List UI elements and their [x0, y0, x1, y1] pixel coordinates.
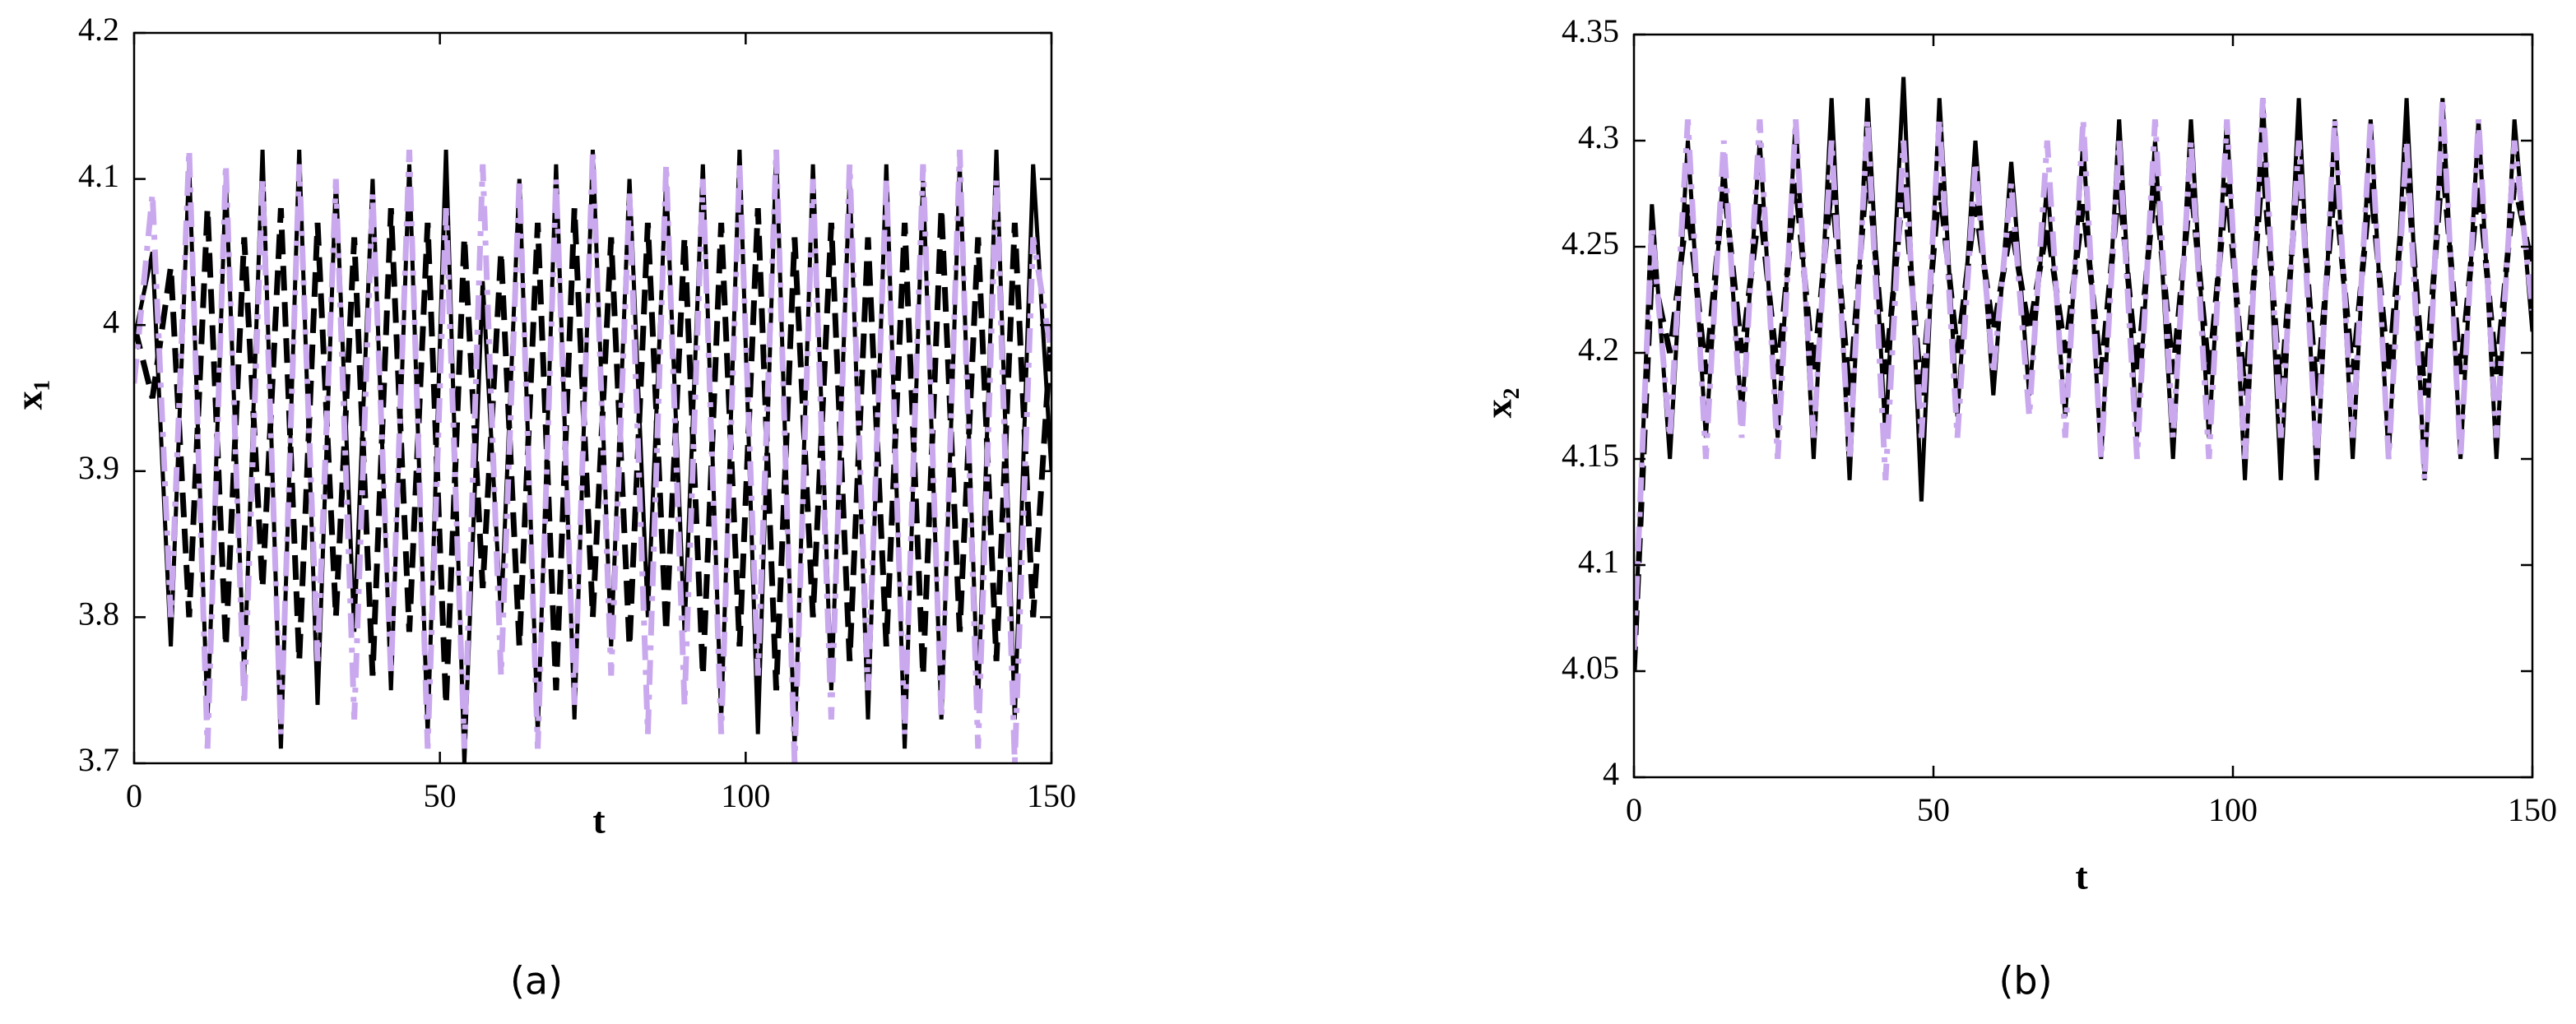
data-line — [1634, 98, 2532, 651]
y-tick-label: 3.9 — [78, 449, 119, 486]
data-line — [1634, 161, 2532, 672]
x-tick-label: 0 — [126, 777, 142, 814]
x-axis-label: t — [592, 799, 606, 841]
y-tick-label: 4.1 — [1578, 543, 1619, 580]
x-axis-label: t — [2075, 855, 2088, 897]
y-tick-label: 3.8 — [78, 595, 119, 632]
axes-box — [1632, 33, 2534, 779]
y-axis-label: x₁ — [8, 380, 50, 410]
y-tick-label: 3.7 — [78, 741, 119, 778]
x-tick-label: 50 — [424, 777, 457, 814]
y-tick-label: 4.2 — [78, 11, 119, 48]
y-tick-label: 4.05 — [1562, 649, 1619, 686]
data-line — [134, 207, 1051, 706]
x-tick-label: 150 — [1027, 777, 1076, 814]
subplot: 3.7 3.8 3.9 4 4.1 4.2 0 50 100 150 t x₁ (a) — [8, 11, 1076, 1003]
x-tick-label: 0 — [1626, 791, 1642, 828]
x-tick-label: 100 — [2208, 791, 2258, 828]
y-tick-label: 4.35 — [1562, 12, 1619, 49]
y-tick-label: 4 — [103, 303, 119, 340]
subplot: 4 4.05 4.1 4.15 4.2 4.25 4.3 4.35 0 50 100 150 t x₂ (b… — [1478, 12, 2557, 1003]
y-tick-label: 4.25 — [1562, 225, 1619, 262]
axes-box — [132, 31, 1053, 765]
data-line — [134, 149, 1051, 763]
y-axis-label: x₂ — [1478, 388, 1520, 419]
y-tick-label: 4 — [1603, 755, 1619, 792]
x-tick-label: 50 — [1917, 791, 1950, 828]
x-tick-label: 150 — [2508, 791, 2557, 828]
subplot-caption: (a) — [510, 959, 563, 1003]
y-tick-label: 4.3 — [1578, 118, 1619, 155]
y-tick-label: 4.2 — [1578, 331, 1619, 368]
y-tick-label: 4.15 — [1562, 437, 1619, 474]
y-tick-label: 4.1 — [78, 157, 119, 194]
subplot-caption: (b) — [1998, 959, 2052, 1003]
x-tick-label: 100 — [721, 777, 770, 814]
